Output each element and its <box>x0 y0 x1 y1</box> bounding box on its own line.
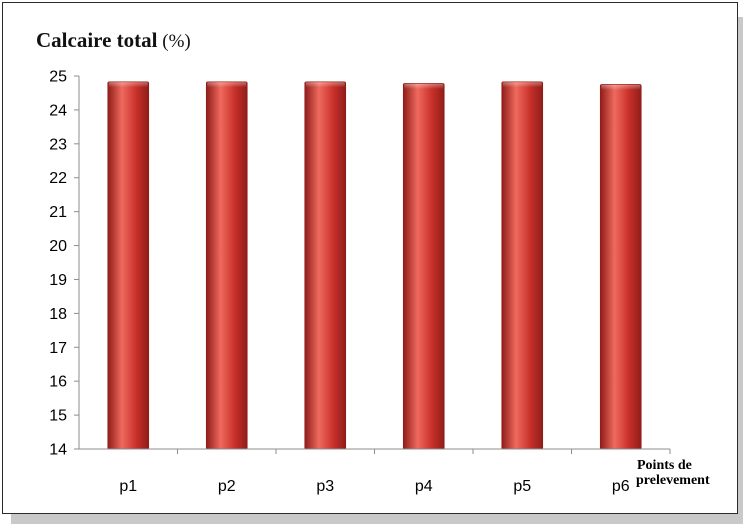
chart-title: Calcaire total (%) <box>36 28 191 52</box>
bar-cap-p5 <box>502 82 542 88</box>
y-tick-label-17: 17 <box>49 340 67 357</box>
x-tick-label-p1: p1 <box>119 478 137 495</box>
y-tick-label-15: 15 <box>49 408 67 425</box>
bar-p2 <box>205 81 248 450</box>
x-tick-label-p5: p5 <box>513 478 531 495</box>
x-tick-label-p2: p2 <box>218 478 236 495</box>
y-tick-label-24: 24 <box>49 102 67 119</box>
x-tick-label-p6: p6 <box>612 478 630 495</box>
y-tick-label-22: 22 <box>49 170 67 187</box>
bar-cap-p3 <box>305 82 345 88</box>
bar-cap-p4 <box>404 83 444 89</box>
x-tick-label-p3: p3 <box>316 478 334 495</box>
bar-p5 <box>501 81 544 450</box>
y-tick-label-19: 19 <box>49 272 67 289</box>
x-axis-title: Points de prelevement <box>636 458 741 489</box>
bar-p6 <box>599 84 642 450</box>
bar-cap-p1 <box>108 82 148 88</box>
y-tick-label-23: 23 <box>49 136 67 153</box>
bar-p1 <box>107 81 150 450</box>
y-tick-label-18: 18 <box>49 306 67 323</box>
y-tick-label-16: 16 <box>49 374 67 391</box>
y-tick-label-14: 14 <box>49 442 67 459</box>
x-axis-title-line1: Points de <box>637 458 692 473</box>
bar-cap-p6 <box>601 84 641 90</box>
y-tick-label-21: 21 <box>49 204 67 221</box>
chart-title-main: Calcaire total <box>36 28 158 52</box>
chart-title-unit: (%) <box>157 31 191 52</box>
x-axis-title-line2: prelevement <box>636 473 710 489</box>
x-tick-label-p4: p4 <box>415 478 433 495</box>
bar-p4 <box>402 83 445 450</box>
bar-p3 <box>304 81 347 450</box>
y-tick-label-25: 25 <box>49 69 67 86</box>
bar-cap-p2 <box>207 82 247 88</box>
y-tick-label-20: 20 <box>49 238 67 255</box>
